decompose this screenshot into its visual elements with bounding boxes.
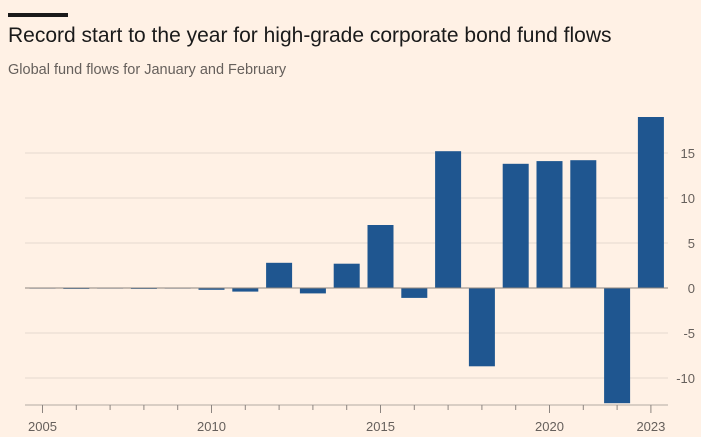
bar-2013 [299,288,326,294]
y-tick-label: 0 [688,281,695,296]
bar-2011 [232,288,259,292]
bar-2023 [637,117,664,288]
brand-bar [8,13,68,17]
bar-2020 [536,161,563,288]
bar-2021 [570,160,597,288]
bar-2019 [502,163,529,288]
y-tick-label: -5 [683,326,695,341]
y-tick-label: 10 [681,191,695,206]
x-tick-label: 2023 [636,419,665,434]
y-tick-label: 15 [681,146,695,161]
bar-2018 [468,288,495,367]
x-tick-label: 2010 [197,419,226,434]
y-tick-label: 5 [688,236,695,251]
chart-title: Record start to the year for high-grade … [8,24,612,47]
bar-2010 [198,288,225,290]
bar-2012 [266,262,293,288]
bar-2014 [333,263,360,288]
bar-2016 [401,288,428,298]
bar-2017 [435,151,462,288]
y-tick-label: -10 [676,371,695,386]
x-tick-label: 2015 [366,419,395,434]
bar-2015 [367,225,394,288]
x-tick-label: 2005 [28,419,57,434]
bar-2022 [604,288,631,404]
chart-subtitle: Global fund flows for January and Februa… [8,62,287,78]
x-tick-label: 2020 [535,419,564,434]
